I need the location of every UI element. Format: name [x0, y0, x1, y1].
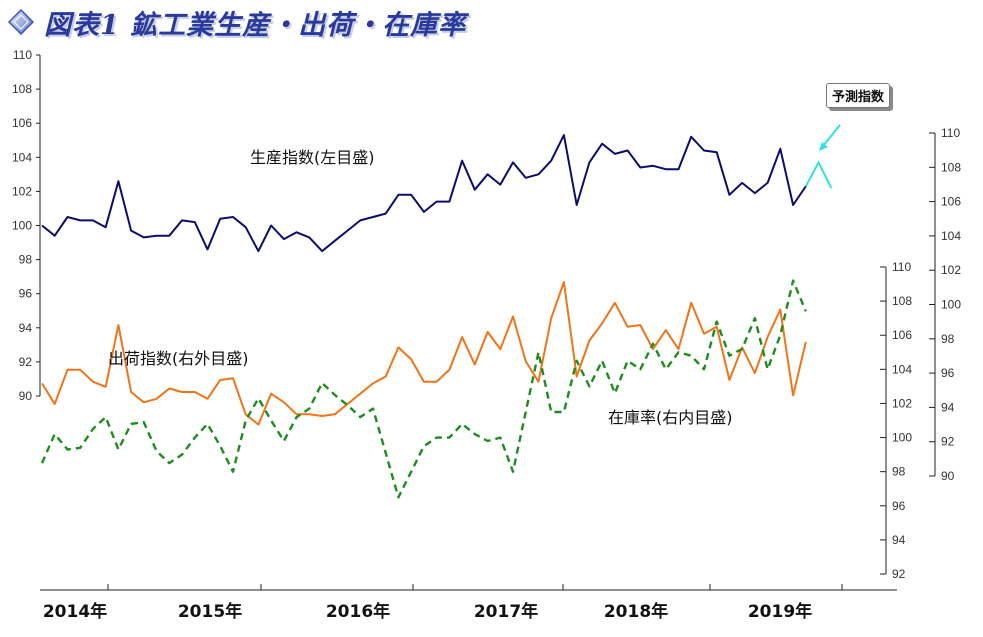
y-tick-label: 92	[941, 435, 955, 449]
y-tick-label: 110	[892, 260, 911, 274]
y-tick-label: 100	[941, 298, 961, 312]
y-tick-label: 100	[892, 431, 912, 445]
forecast-arrow-head	[819, 142, 828, 151]
y-tick-label: 90	[19, 389, 33, 403]
y-tick-label: 94	[19, 321, 33, 335]
y-tick-label: 106	[941, 195, 961, 209]
x-tick-label: 2015年	[178, 601, 242, 622]
series-label: 在庫率(右内目盛)	[608, 408, 733, 427]
diamond-icon	[8, 9, 34, 35]
x-tick-label: 2016年	[326, 601, 390, 622]
y-tick-label: 96	[19, 287, 33, 301]
y-tick-label: 98	[892, 465, 906, 479]
x-tick-label: 2019年	[748, 601, 812, 622]
y-tick-label: 96	[941, 366, 955, 380]
y-tick-label: 104	[941, 229, 961, 243]
y-tick-label: 102	[941, 263, 961, 277]
shipments-line	[41, 281, 807, 426]
inventory-line	[40, 279, 807, 499]
y-tick-label: 106	[892, 328, 912, 342]
y-tick-label: 102	[892, 396, 912, 410]
y-tick-label: 94	[892, 533, 906, 547]
series-labels: 生産指数(左目盛) 出荷指数(右外目盛) 在庫率(右内目盛)	[108, 148, 733, 427]
y-tick-label: 108	[892, 294, 912, 308]
y-tick-label: 100	[12, 219, 32, 233]
x-tick-label: 2018年	[604, 601, 668, 622]
y-tick-label: 98	[941, 332, 955, 346]
series-group	[40, 134, 833, 499]
y-tick-label: 98	[19, 253, 33, 267]
forecast-callout: 予測指数	[826, 83, 891, 108]
y-tick-label: 110	[941, 126, 960, 140]
y-tick-label: 104	[892, 362, 912, 376]
production-line	[41, 134, 807, 253]
y-tick-label: 110	[13, 48, 32, 62]
y-tick-label: 102	[12, 184, 32, 198]
axes: 90 92 94 96 98 100 102 104 106 108 110 90 92 94 96 98 10…	[12, 48, 961, 622]
forecast-arrow-line	[822, 124, 841, 147]
y-tick-label: 94	[941, 400, 955, 414]
x-tick-label: 2017年	[474, 601, 538, 622]
y-tick-label: 92	[892, 567, 906, 581]
series-label: 生産指数(左目盛)	[250, 148, 375, 167]
y-tick-label: 108	[12, 82, 32, 96]
forecast-line	[804, 160, 833, 189]
y-tick-label: 96	[892, 499, 906, 513]
chart-title-text: 図表1 鉱工業生産・出荷・在庫率	[44, 9, 467, 41]
series-label: 出荷指数(右外目盛)	[108, 349, 249, 368]
y-tick-label: 106	[12, 116, 32, 130]
forecast-arrow	[819, 124, 841, 151]
y-tick-label: 104	[12, 150, 32, 164]
y-tick-label: 108	[941, 160, 961, 174]
y-tick-label: 92	[19, 355, 33, 369]
chart-title: 図表1 鉱工業生産・出荷・在庫率	[8, 2, 466, 42]
y-tick-label: 90	[941, 469, 955, 483]
x-tick-label: 2014年	[43, 601, 107, 622]
